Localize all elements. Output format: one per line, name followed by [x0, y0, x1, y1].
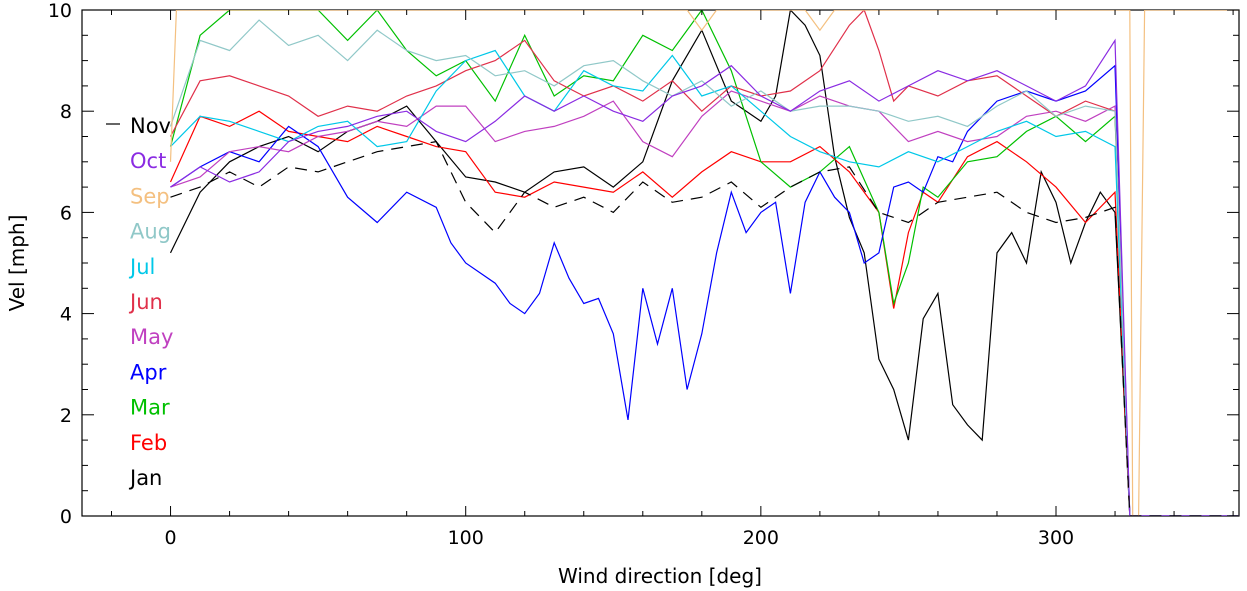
plot-frame [81, 9, 1240, 517]
legend-label-may: May [130, 325, 173, 349]
legend-label-feb: Feb [130, 431, 167, 455]
y-axis-title: Vel [mph] [5, 215, 29, 312]
legend-label-jul: Jul [128, 255, 155, 279]
x-tick-label: 100 [448, 527, 484, 549]
legend-label-nov: Nov [130, 114, 171, 138]
x-tick-label: 300 [1038, 527, 1074, 549]
series-line-nov [170, 140, 1239, 516]
legend-label-jun: Jun [128, 290, 163, 314]
legend-label-oct: Oct [130, 149, 166, 173]
legend-label-sep: Sep [130, 184, 170, 208]
axis-ticks: 0 100 200 300 0 2 4 6 8 10 [48, 0, 1239, 549]
series-line-feb [169, 110, 1239, 516]
y-tick-label: 2 [60, 405, 72, 427]
x-axis-title: Wind direction [deg] [558, 564, 762, 588]
y-tick-label: 6 [60, 202, 72, 224]
series-line-jul [170, 49, 1239, 516]
series-line-aug [169, 19, 1239, 516]
legend-label-aug: Aug [130, 220, 171, 244]
series-line-apr [170, 64, 1239, 516]
series-line-jan [169, 10, 1239, 516]
y-tick-label: 8 [60, 101, 72, 123]
series-line-jun [169, 10, 1239, 516]
series-group [169, 10, 1239, 516]
y-tick-label: 4 [60, 304, 72, 326]
series-line-may [170, 90, 1239, 516]
legend-label-jan: Jan [128, 466, 162, 490]
x-tick-label: 0 [164, 527, 176, 549]
y-tick-label: 0 [60, 506, 72, 528]
legend-label-apr: Apr [130, 360, 167, 384]
legend-label-mar: Mar [130, 396, 170, 420]
legend: Nov Oct Sep Aug Jul Jun May Apr Mar Feb Jan [106, 114, 173, 490]
series-line-sep [169, 10, 1239, 516]
series-line-mar [169, 10, 1239, 516]
series-line-oct [170, 38, 1239, 516]
x-tick-label: 200 [743, 527, 779, 549]
y-tick-label: 10 [48, 0, 72, 22]
